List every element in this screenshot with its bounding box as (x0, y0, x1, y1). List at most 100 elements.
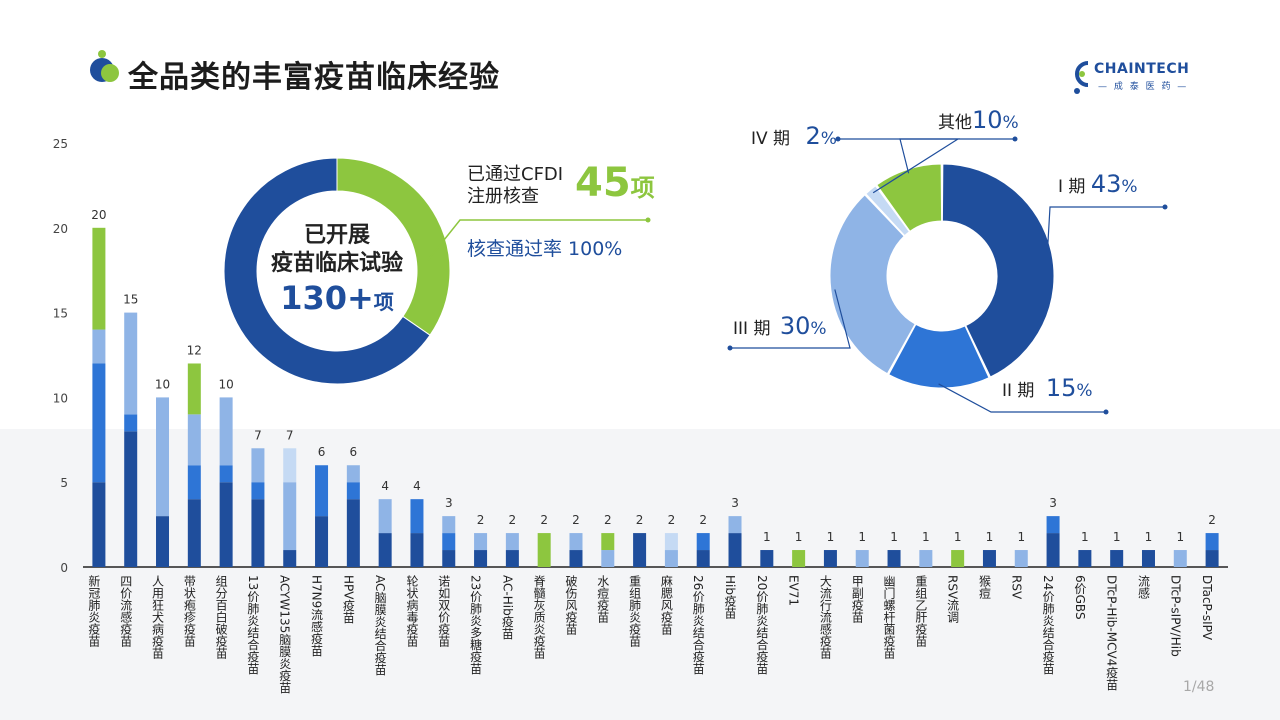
bar-total-label: 1 (827, 530, 835, 544)
bar-total-label: 3 (731, 496, 739, 510)
phase-label-iii: III 期 30% (733, 312, 827, 340)
bar-segment (855, 550, 869, 567)
category-label: 猴痘 (977, 575, 991, 600)
bar-segment (251, 448, 265, 483)
phase-iv-pct: 2 (805, 122, 821, 150)
bar-total-label: 15 (123, 293, 138, 307)
bar-segment (474, 550, 488, 567)
bar-segment (219, 397, 233, 466)
bar-segment (760, 550, 774, 567)
bar-segment (346, 499, 360, 567)
bar-total-label: 6 (350, 445, 358, 459)
bar-segment (887, 550, 901, 567)
category-label: 新冠肺炎疫苗 (87, 574, 101, 647)
logo-text: CHAINTECH (1094, 61, 1190, 77)
phase-label-iv: IV 期 2% (751, 122, 837, 150)
bar-segment (410, 499, 424, 534)
bar-segment (664, 533, 678, 551)
category-label: H7N9流感疫苗 (310, 575, 324, 656)
trial-donut-slice (223, 157, 431, 385)
page-number: 1/48 (1183, 679, 1215, 695)
bar-segment (346, 482, 360, 500)
category-label: DTacP-sIPV (1200, 575, 1214, 641)
category-label: 诺如双价疫苗 (437, 575, 451, 647)
bar-total-label: 6 (318, 445, 326, 459)
category-label: ACYW135脑膜炎疫苗 (278, 575, 292, 693)
bar-total-label: 4 (413, 479, 421, 493)
category-label: 24价肺炎结合疫苗 (1041, 575, 1055, 674)
bar-segment (1205, 550, 1219, 567)
phase-donut-hole (887, 221, 997, 331)
cfdi-leader-line (427, 217, 651, 261)
bar-total-label: 1 (954, 530, 962, 544)
category-label: 带状疱疹疫苗 (182, 575, 196, 647)
company-logo: CHAINTECH — 成 泰 医 药 — (1068, 55, 1198, 99)
bar-segment (505, 533, 519, 551)
bar-segment (92, 363, 106, 483)
leader-dot (835, 136, 841, 142)
bar-segment (569, 533, 583, 551)
bar-total-label: 2 (604, 513, 612, 527)
bar-segment (919, 550, 933, 567)
bar-segment (1110, 550, 1124, 567)
center-line2: 疫苗临床试验 (270, 251, 403, 276)
category-label: 破伤风疫苗 (564, 574, 578, 635)
phase-iii-pct: 30 (779, 312, 811, 340)
bar-segment (283, 550, 297, 567)
bar-segment (92, 227, 106, 330)
bar-segment (283, 448, 297, 483)
bar-segment (1078, 550, 1092, 567)
category-label: 13价肺炎结合疫苗 (246, 575, 260, 674)
bar-segment (1173, 550, 1187, 567)
leader-dot (1103, 409, 1109, 415)
bar-segment (474, 533, 488, 551)
phase-leader-line (730, 289, 851, 349)
bar-segment (601, 533, 615, 551)
bar-segment (92, 329, 106, 364)
bar-total-label: 2 (477, 513, 485, 527)
cfdi-label-line1: 已通过CFDI (467, 164, 564, 185)
y-tick-label: 5 (60, 476, 68, 490)
bar-segment (633, 533, 647, 567)
y-tick-label: 15 (53, 307, 68, 321)
bar-total-label: 3 (1049, 496, 1057, 510)
bar-segment (442, 516, 456, 534)
category-label: 甲副疫苗 (850, 575, 864, 623)
page-title: 全品类的丰富疫苗临床经验 (128, 60, 500, 95)
bar-total-label: 2 (540, 513, 548, 527)
bar-segment (664, 550, 678, 567)
bar-segment (823, 550, 837, 567)
phase-donut-chart (727, 136, 1168, 415)
phase-leader-line (899, 138, 1015, 174)
category-label: 水痘疫苗 (596, 575, 610, 623)
bar-total-label: 2 (636, 513, 644, 527)
bar-segment (1205, 533, 1219, 551)
phase-leader-line (1046, 206, 1165, 253)
y-tick-label: 0 (60, 561, 68, 575)
category-label: DTcP-sIPV/Hib (1168, 575, 1182, 657)
category-label: 20价肺炎结合疫苗 (755, 575, 769, 674)
phase-i-pct: 43 (1090, 170, 1122, 198)
bar-total-label: 20 (91, 208, 106, 222)
bar-total-label: 4 (381, 479, 389, 493)
center-unit: 项 (373, 290, 394, 314)
bar-total-label: 2 (572, 513, 580, 527)
bar-total-label: 2 (1208, 513, 1216, 527)
pass-rate: 核查通过率 100% (467, 238, 623, 260)
bar-segment (378, 533, 392, 567)
bar-segment (124, 431, 138, 567)
category-label: Hib疫苗 (723, 575, 737, 619)
donut-hole (259, 193, 415, 349)
phase-label-ii: II 期 15% (1002, 374, 1093, 402)
bar-segment (1014, 550, 1028, 567)
category-label: 重组乙肝疫苗 (914, 575, 928, 647)
phase-other-pct: 10 (972, 106, 1003, 134)
donut-center-text: 已开展 疫苗临床试验 130+项 (262, 222, 412, 324)
bar-segment (92, 482, 106, 567)
bar-segment (696, 533, 710, 551)
bar-total-label: 1 (1145, 530, 1153, 544)
bar-segment (346, 465, 360, 483)
phase-ii-name: II 期 (1002, 381, 1035, 401)
bar-segment (378, 499, 392, 534)
